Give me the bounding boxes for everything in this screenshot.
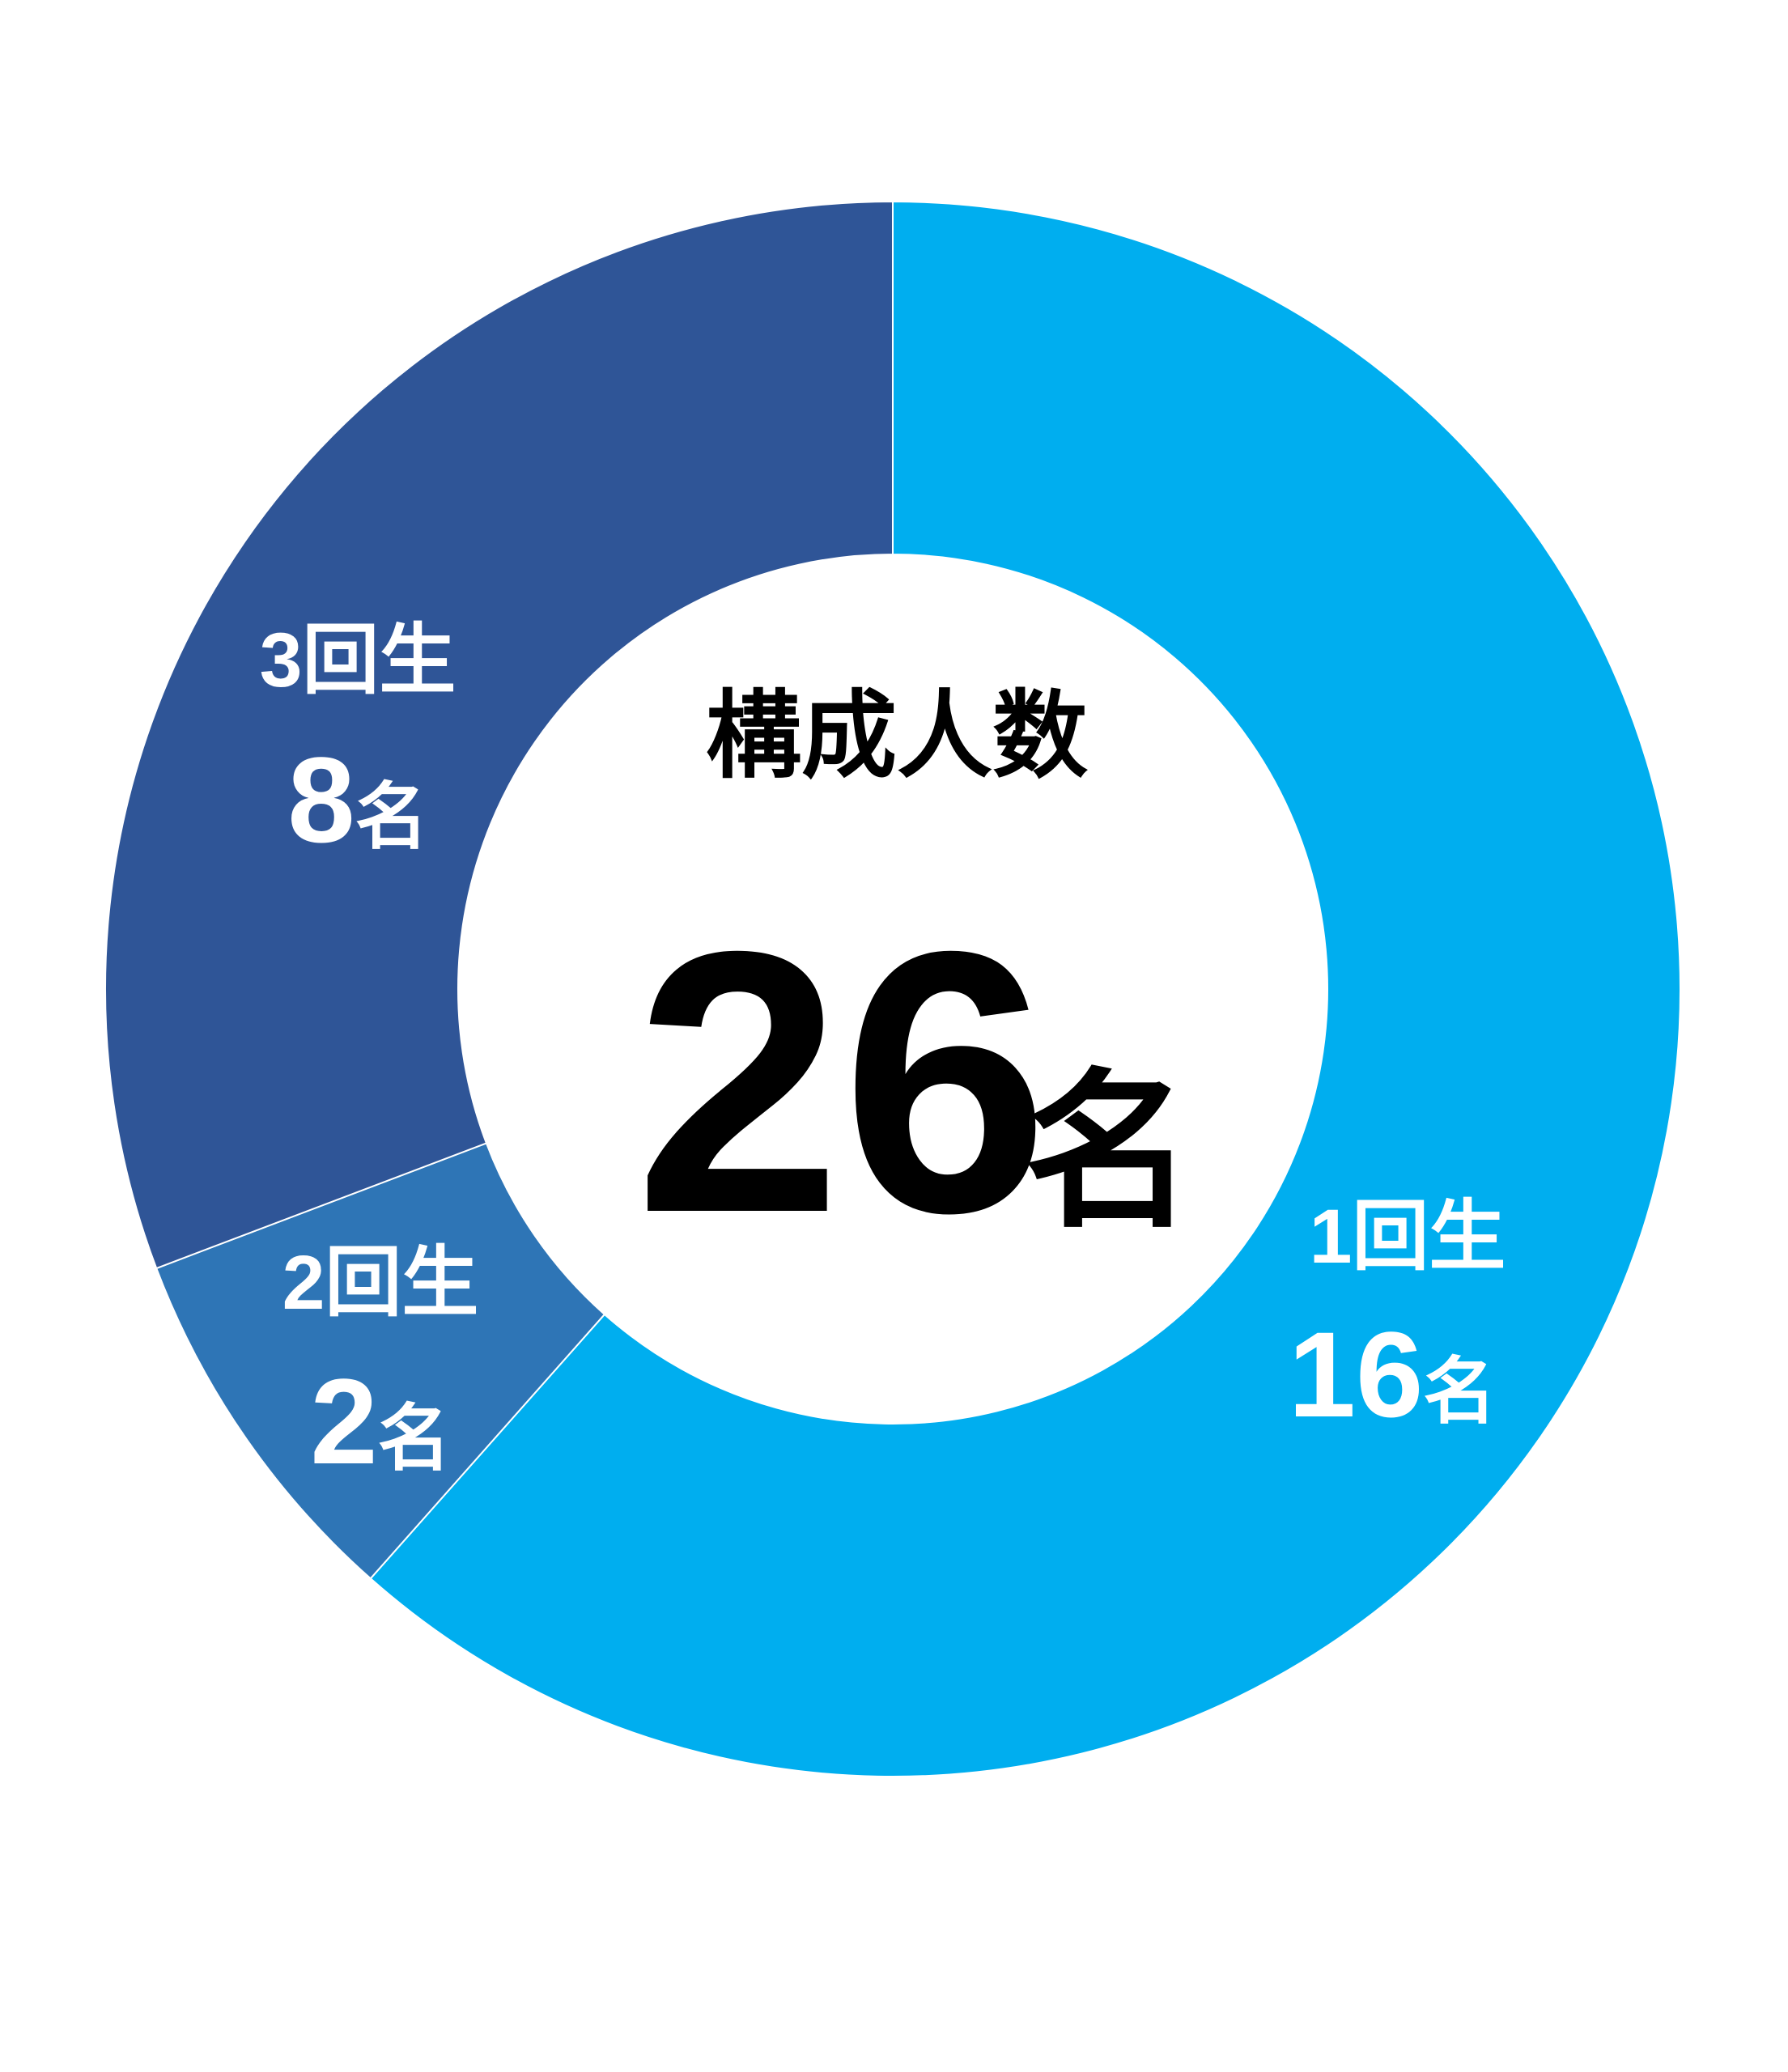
slice-1回生 <box>369 200 1681 1777</box>
slices <box>104 200 1681 1777</box>
center-label: 構成人数 <box>706 683 1088 790</box>
label-value: 2名 <box>310 1353 450 1489</box>
center-total: 26 <box>635 875 1049 1290</box>
slice-2回生 <box>155 1142 606 1580</box>
center-unit: 名 <box>1024 1057 1194 1247</box>
label-category: 2回生 <box>282 1240 479 1326</box>
slice-3回生 <box>104 200 894 1270</box>
label-value: 8名 <box>287 732 427 868</box>
label-3rd-year: 3回生 8名 <box>260 618 457 868</box>
label-category: 1回生 <box>1310 1194 1506 1280</box>
label-value: 16名 <box>1289 1306 1497 1442</box>
label-category: 3回生 <box>260 618 457 703</box>
label-2nd-year: 2回生 2名 <box>282 1240 479 1489</box>
label-1st-year: 1回生 16名 <box>1289 1194 1506 1442</box>
